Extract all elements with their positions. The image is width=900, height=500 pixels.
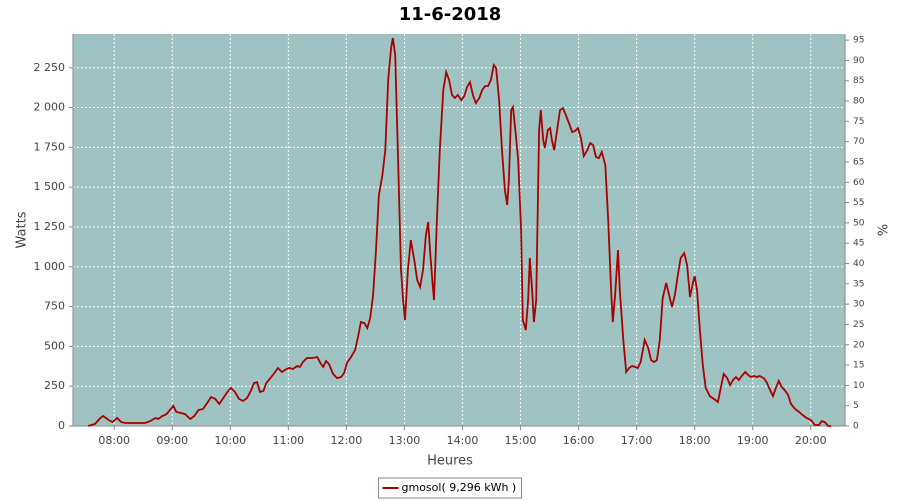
y2-tick-label: 70 xyxy=(853,137,865,147)
y-tick-label: 750 xyxy=(44,300,65,313)
x-tick-label: 08:00 xyxy=(98,434,130,447)
y2-axis-label: % xyxy=(874,224,889,236)
y2-tick-label: 50 xyxy=(853,218,865,228)
y2-tick-label: 55 xyxy=(853,198,864,208)
y2-tick-label: 95 xyxy=(853,36,864,46)
y2-tick-label: 80 xyxy=(853,97,865,107)
x-tick-label: 14:00 xyxy=(447,434,479,447)
legend-label: gmosol( 9,296 kWh ) xyxy=(402,481,517,494)
x-tick-label: 17:00 xyxy=(621,434,653,447)
x-tick-label: 10:00 xyxy=(214,434,246,447)
y2-tick-label: 15 xyxy=(853,361,864,371)
y2-tick-label: 35 xyxy=(853,279,864,289)
chart-title: 11-6-2018 xyxy=(399,4,502,25)
x-tick-label: 11:00 xyxy=(272,434,304,447)
y2-tick-label: 90 xyxy=(853,56,865,66)
x-tick-label: 12:00 xyxy=(331,434,363,447)
y-tick-label: 0 xyxy=(58,419,65,432)
y2-tick-label: 65 xyxy=(853,157,864,167)
y-tick-label: 1 750 xyxy=(34,140,66,153)
plot-area xyxy=(73,34,845,426)
x-tick-label: 15:00 xyxy=(505,434,537,447)
y2-tick-label: 10 xyxy=(853,381,865,391)
y2-tick-label: 40 xyxy=(853,259,865,269)
x-axis-label: Heures xyxy=(427,454,473,469)
y-tick-label: 500 xyxy=(44,339,65,352)
y2-tick-label: 0 xyxy=(853,422,859,432)
y2-tick-label: 25 xyxy=(853,320,864,330)
y2-tick-label: 20 xyxy=(853,340,865,350)
data-line xyxy=(87,37,832,427)
y-tick-label: 2 250 xyxy=(34,61,66,74)
y2-tick-label: 5 xyxy=(853,401,859,411)
y-tick-label: 2 000 xyxy=(34,101,66,114)
x-tick-label: 16:00 xyxy=(563,434,595,447)
y-axis-label: Watts xyxy=(15,211,30,248)
x-tick-label: 18:00 xyxy=(679,434,711,447)
y-tick-label: 1 250 xyxy=(34,220,66,233)
y2-tick-label: 85 xyxy=(853,76,864,86)
legend-box xyxy=(378,477,522,499)
y2-tick-label: 75 xyxy=(853,117,864,127)
y2-tick-label: 60 xyxy=(853,178,865,188)
y2-tick-label: 45 xyxy=(853,239,864,249)
x-tick-label: 19:00 xyxy=(737,434,769,447)
y-tick-label: 1 000 xyxy=(34,260,66,273)
x-tick-label: 13:00 xyxy=(389,434,421,447)
y-tick-label: 250 xyxy=(44,379,65,392)
x-tick-label: 20:00 xyxy=(795,434,827,447)
y2-tick-label: 30 xyxy=(853,300,865,310)
y-tick-label: 1 500 xyxy=(34,180,66,193)
x-tick-label: 09:00 xyxy=(156,434,188,447)
